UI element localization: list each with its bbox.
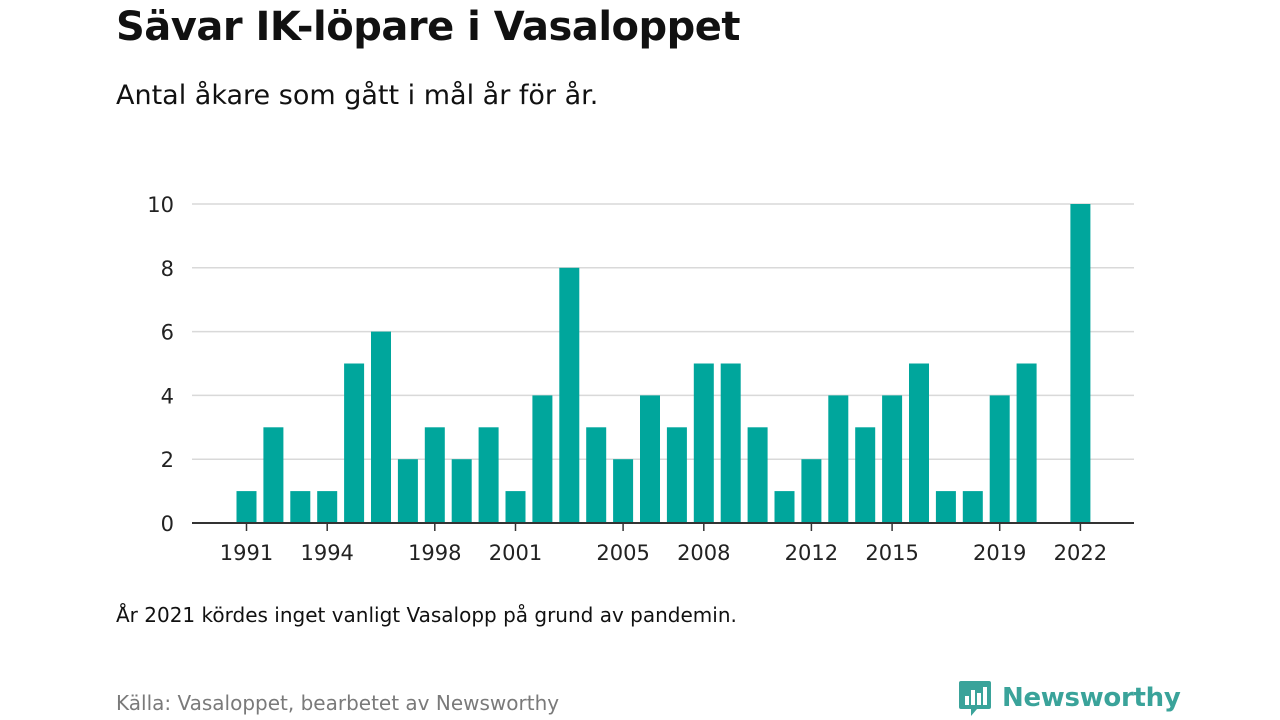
source-text: Källa: Vasaloppet, bearbetet av Newswort… xyxy=(116,691,560,715)
y-tick-label: 10 xyxy=(147,193,174,217)
y-tick-label: 0 xyxy=(161,512,174,536)
brand-name: Newsworthy xyxy=(1002,683,1181,713)
chart-subtitle: Antal åkare som gått i mål år för år. xyxy=(116,80,599,111)
y-tick-label: 2 xyxy=(161,448,174,472)
brand-logo[interactable]: Newsworthy xyxy=(958,678,1181,718)
bar-1995 xyxy=(344,363,365,523)
bar-1993 xyxy=(290,491,311,523)
bar-2007 xyxy=(666,427,687,523)
bar-2016 xyxy=(909,363,929,523)
bar-2005 xyxy=(613,459,634,523)
bar-1998 xyxy=(424,427,445,523)
x-tick-label: 2015 xyxy=(865,541,918,565)
x-tick-label: 2008 xyxy=(677,541,730,565)
bar-2011 xyxy=(774,491,795,523)
axes: 0 2 4 6 8 10 1991 1994 1998 2001 2005 2008 2012 2015 2… xyxy=(147,193,1134,565)
bar-2014 xyxy=(855,427,876,523)
bar-1996 xyxy=(371,331,391,523)
bar-2000 xyxy=(478,427,499,523)
bar-1991 xyxy=(236,491,257,523)
bar-2010 xyxy=(747,427,768,523)
bar-2002 xyxy=(532,395,553,523)
bar-2012 xyxy=(801,459,822,523)
bar-2006 xyxy=(640,395,660,523)
newsworthy-logo-icon xyxy=(959,681,991,716)
bar-2020 xyxy=(1016,363,1037,523)
x-tick-label: 1991 xyxy=(220,541,273,565)
chart-title: Sävar IK-löpare i Vasaloppet xyxy=(116,4,741,50)
x-tick-label: 2012 xyxy=(785,541,838,565)
bar-2013 xyxy=(828,395,849,523)
bar-2022 xyxy=(1070,204,1091,523)
y-tick-label: 4 xyxy=(161,384,174,408)
x-tick-label: 2019 xyxy=(973,541,1026,565)
bar-2018 xyxy=(962,491,983,523)
y-tick-label: 8 xyxy=(161,257,174,281)
bar-2001 xyxy=(505,491,526,523)
x-tick-label: 1998 xyxy=(408,541,461,565)
x-tick-label: 1994 xyxy=(300,541,353,565)
bars xyxy=(236,204,1091,523)
bar-1992 xyxy=(263,427,284,523)
bar-2009 xyxy=(720,363,741,523)
x-tick-label: 2005 xyxy=(596,541,649,565)
x-tick-label: 2001 xyxy=(489,541,542,565)
bar-1994 xyxy=(317,491,338,523)
bar-1997 xyxy=(397,459,418,523)
bar-2017 xyxy=(935,491,956,523)
bar-2008 xyxy=(693,363,714,523)
bar-2003 xyxy=(559,267,580,523)
x-tick-label: 2022 xyxy=(1054,541,1107,565)
bar-2004 xyxy=(586,427,607,523)
bar-1999 xyxy=(451,459,472,523)
bar-2015 xyxy=(882,395,903,523)
y-tick-label: 6 xyxy=(161,321,174,345)
chart-note: År 2021 kördes inget vanligt Vasalopp på… xyxy=(116,603,737,627)
bar-2019 xyxy=(989,395,1010,523)
